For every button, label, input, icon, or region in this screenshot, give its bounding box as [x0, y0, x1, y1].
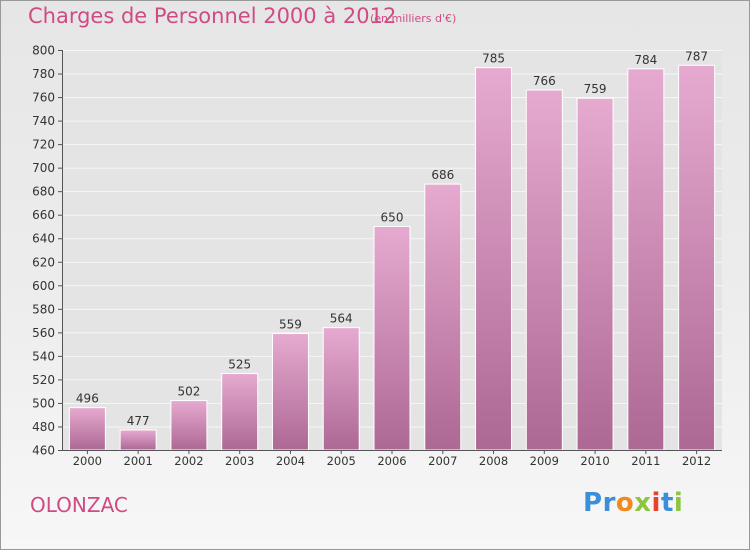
- chart-subtitle: (en milliers d'€): [370, 12, 457, 25]
- data-label: 686: [431, 168, 454, 182]
- place-name: OLONZAC: [30, 493, 128, 517]
- bar-2010: [576, 97, 614, 451]
- logo-letter: P: [583, 488, 603, 518]
- logo-letter: x: [634, 488, 652, 518]
- logo-letter: r: [602, 488, 616, 518]
- x-tick-label: 2004: [276, 454, 305, 468]
- bar-2001: [119, 429, 157, 451]
- y-tick-label: 700: [32, 161, 55, 175]
- x-tick-label: 2008: [479, 454, 508, 468]
- logo-letter: i: [673, 488, 684, 518]
- bar-2006: [373, 225, 411, 451]
- y-tick-label: 560: [32, 326, 55, 340]
- data-label: 784: [634, 53, 657, 67]
- data-label: 496: [76, 392, 99, 406]
- y-tick-label: 780: [32, 67, 55, 81]
- y-tick-label: 680: [32, 185, 55, 199]
- data-label: 477: [127, 414, 150, 428]
- bar-2007: [424, 183, 462, 451]
- data-label: 785: [482, 52, 505, 66]
- x-tick-label: 2010: [580, 454, 609, 468]
- bar-2009: [525, 89, 563, 451]
- bar-2002: [170, 400, 208, 451]
- data-label: 650: [381, 210, 404, 224]
- y-tick-label: 540: [32, 349, 55, 363]
- data-label: 525: [228, 358, 251, 372]
- chart-title: Charges de Personnel 2000 à 2012: [28, 4, 397, 28]
- bar-2000: [68, 407, 106, 451]
- x-tick-label: 2009: [530, 454, 559, 468]
- x-tick-label: 2001: [124, 454, 153, 468]
- data-label: 502: [177, 385, 200, 399]
- y-tick-label: 740: [32, 114, 55, 128]
- x-tick-label: 2003: [225, 454, 254, 468]
- bar-2008: [475, 67, 513, 451]
- y-axis: 460 480 500 520 540 560 580 600 620 640 660 680 700 7…: [32, 44, 63, 458]
- logo-letter: t: [660, 488, 674, 518]
- y-tick-label: 480: [32, 420, 55, 434]
- bar-2003: [221, 373, 259, 451]
- y-tick-label: 500: [32, 396, 55, 410]
- data-label: 564: [330, 312, 353, 326]
- bars: 496 477 502 525 559 564 650 686 785 766 759 784 787: [68, 49, 716, 451]
- x-axis: 2000 2001 2002 2003 2004 2005 2006 2007 2008 2009…: [62, 450, 722, 468]
- y-tick-label: 660: [32, 208, 55, 222]
- bar-2012: [678, 64, 716, 451]
- data-label: 559: [279, 318, 302, 332]
- x-tick-label: 2007: [428, 454, 457, 468]
- logo-letter: i: [651, 488, 661, 518]
- y-tick-label: 520: [32, 373, 55, 387]
- y-tick-label: 620: [32, 255, 55, 269]
- y-tick-label: 460: [32, 444, 55, 458]
- proxiti-logo[interactable]: Proxiti: [583, 488, 683, 518]
- x-tick-label: 2006: [377, 454, 406, 468]
- data-label: 766: [533, 74, 556, 88]
- x-tick-label: 2000: [73, 454, 102, 468]
- y-tick-label: 640: [32, 232, 55, 246]
- data-label: 787: [685, 49, 708, 63]
- y-tick-label: 760: [32, 91, 55, 105]
- x-tick-label: 2002: [174, 454, 203, 468]
- bar-2004: [271, 333, 309, 451]
- x-tick-label: 2011: [631, 454, 660, 468]
- y-tick-label: 800: [32, 44, 55, 58]
- y-tick-label: 720: [32, 138, 55, 152]
- logo-letter: o: [615, 488, 635, 518]
- bar-2011: [627, 68, 665, 451]
- x-tick-label: 2005: [327, 454, 356, 468]
- x-tick-label: 2012: [682, 454, 711, 468]
- y-tick-label: 580: [32, 302, 55, 316]
- bar-2005: [322, 327, 360, 451]
- y-tick-label: 600: [32, 279, 55, 293]
- data-label: 759: [584, 82, 607, 96]
